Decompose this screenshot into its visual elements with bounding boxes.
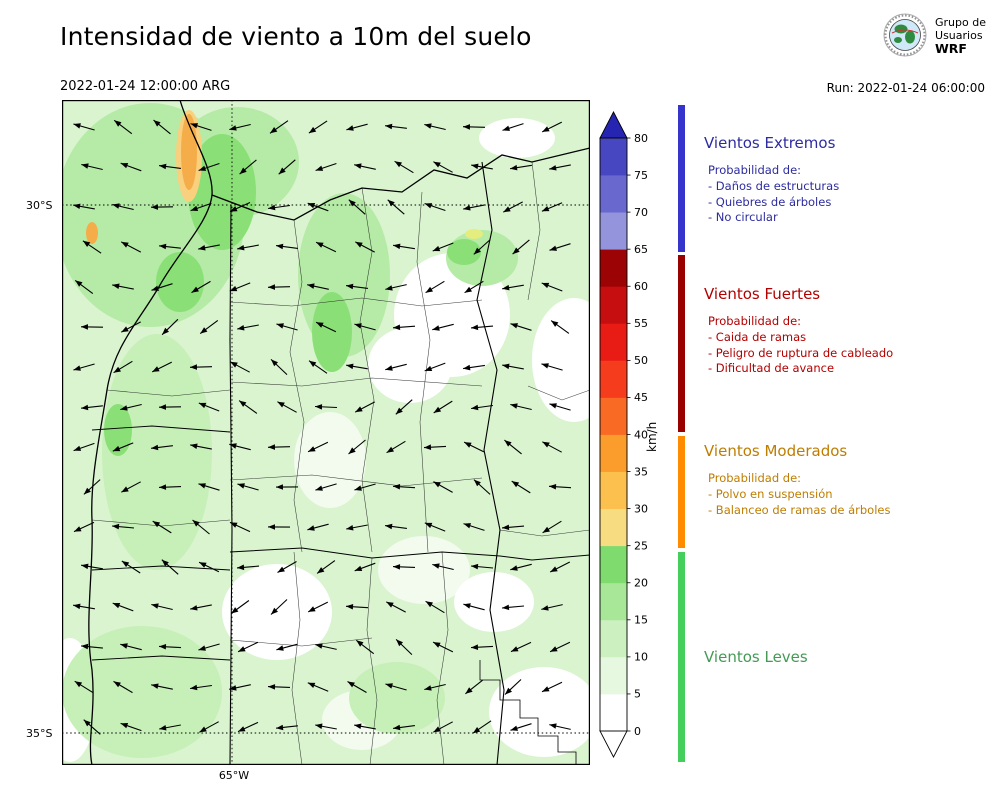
svg-text:5: 5 — [634, 688, 641, 701]
legend-subtitle-moderados: Probabilidad de: — [708, 471, 802, 485]
svg-text:50: 50 — [634, 354, 648, 367]
svg-text:10: 10 — [634, 651, 648, 664]
valid-time-label: 2022-01-24 12:00:00 ARG — [60, 79, 231, 94]
legend-item: - No circular — [708, 210, 778, 224]
legend-section-fuertes: Vientos Fuertes Probabilidad de: - Caida… — [704, 285, 893, 377]
wind-map — [62, 100, 590, 765]
legend-bar-extremos — [678, 105, 685, 252]
legend-item: - Quiebres de árboles — [708, 194, 832, 209]
svg-text:80: 80 — [634, 132, 648, 145]
legend-item: - Daños de estructuras — [708, 179, 840, 193]
wrf-logo: Grupo de Usuarios WRF — [882, 12, 986, 58]
legend-item: - Peligro de ruptura de cableado — [708, 345, 894, 360]
map-border — [62, 100, 590, 765]
lat-label-30s: 30°S — [26, 199, 53, 212]
lat-label-35s: 35°S — [26, 727, 53, 740]
legend-title-leves: Vientos Leves — [704, 648, 808, 666]
province-boundaries — [88, 100, 590, 765]
svg-text:35: 35 — [634, 465, 648, 478]
legend-item: - Caida de ramas — [708, 330, 807, 344]
svg-text:55: 55 — [634, 317, 648, 330]
legend-title-extremos: Vientos Extremos — [704, 134, 836, 152]
legend-item: - Polvo en suspensión — [708, 487, 833, 501]
legend-item: - Dificultad de avance — [708, 361, 835, 375]
svg-text:75: 75 — [634, 169, 648, 182]
map-shading — [62, 100, 590, 765]
page-title: Intensidad de viento a 10m del suelo — [60, 22, 532, 51]
svg-text:65: 65 — [634, 243, 648, 256]
legend-panel: Vientos Extremos Probabilidad de: - Daño… — [676, 100, 998, 765]
colorbar-unit-label: km/h — [645, 421, 659, 452]
logo-line-wrf: WRF — [935, 40, 967, 56]
svg-text:60: 60 — [634, 280, 648, 293]
legend-item: - Balanceo de ramas de árboles — [708, 502, 891, 517]
legend-title-fuertes: Vientos Fuertes — [704, 285, 821, 303]
svg-text:45: 45 — [634, 391, 648, 404]
legend-section-moderados: Vientos Moderados Probabilidad de: - Pol… — [704, 442, 890, 518]
logo-line-1: Grupo de — [935, 15, 986, 29]
legend-section-extremos: Vientos Extremos Probabilidad de: - Daño… — [704, 134, 839, 226]
colorbar: 0 5 10 15 20 25 30 35 40 45 50 55 60 65 70 75 80 — [599, 111, 648, 758]
wind-arrows — [73, 119, 572, 735]
svg-text:20: 20 — [634, 577, 648, 590]
department-boundaries — [91, 161, 590, 765]
legend-bar-moderados — [678, 436, 685, 548]
globe-icon — [883, 13, 927, 57]
legend-bar-leves — [678, 552, 685, 762]
legend-section-leves: Vientos Leves — [704, 648, 808, 677]
lon-label-65w: 65°W — [218, 769, 250, 782]
legend-title-moderados: Vientos Moderados — [704, 442, 848, 460]
svg-text:70: 70 — [634, 206, 648, 219]
logo-line-2: Usuarios — [935, 28, 983, 42]
logo-text: Grupo de Usuarios WRF — [935, 16, 986, 55]
svg-text:25: 25 — [634, 539, 648, 552]
legend-subtitle-extremos: Probabilidad de: — [708, 163, 802, 177]
svg-text:30: 30 — [634, 502, 648, 515]
svg-text:0: 0 — [634, 725, 641, 738]
svg-text:15: 15 — [634, 614, 648, 627]
legend-subtitle-fuertes: Probabilidad de: — [708, 314, 802, 328]
legend-bar-fuertes — [678, 255, 685, 432]
svg-text:40: 40 — [634, 428, 648, 441]
run-time-label: Run: 2022-01-24 06:00:00 — [826, 81, 985, 95]
